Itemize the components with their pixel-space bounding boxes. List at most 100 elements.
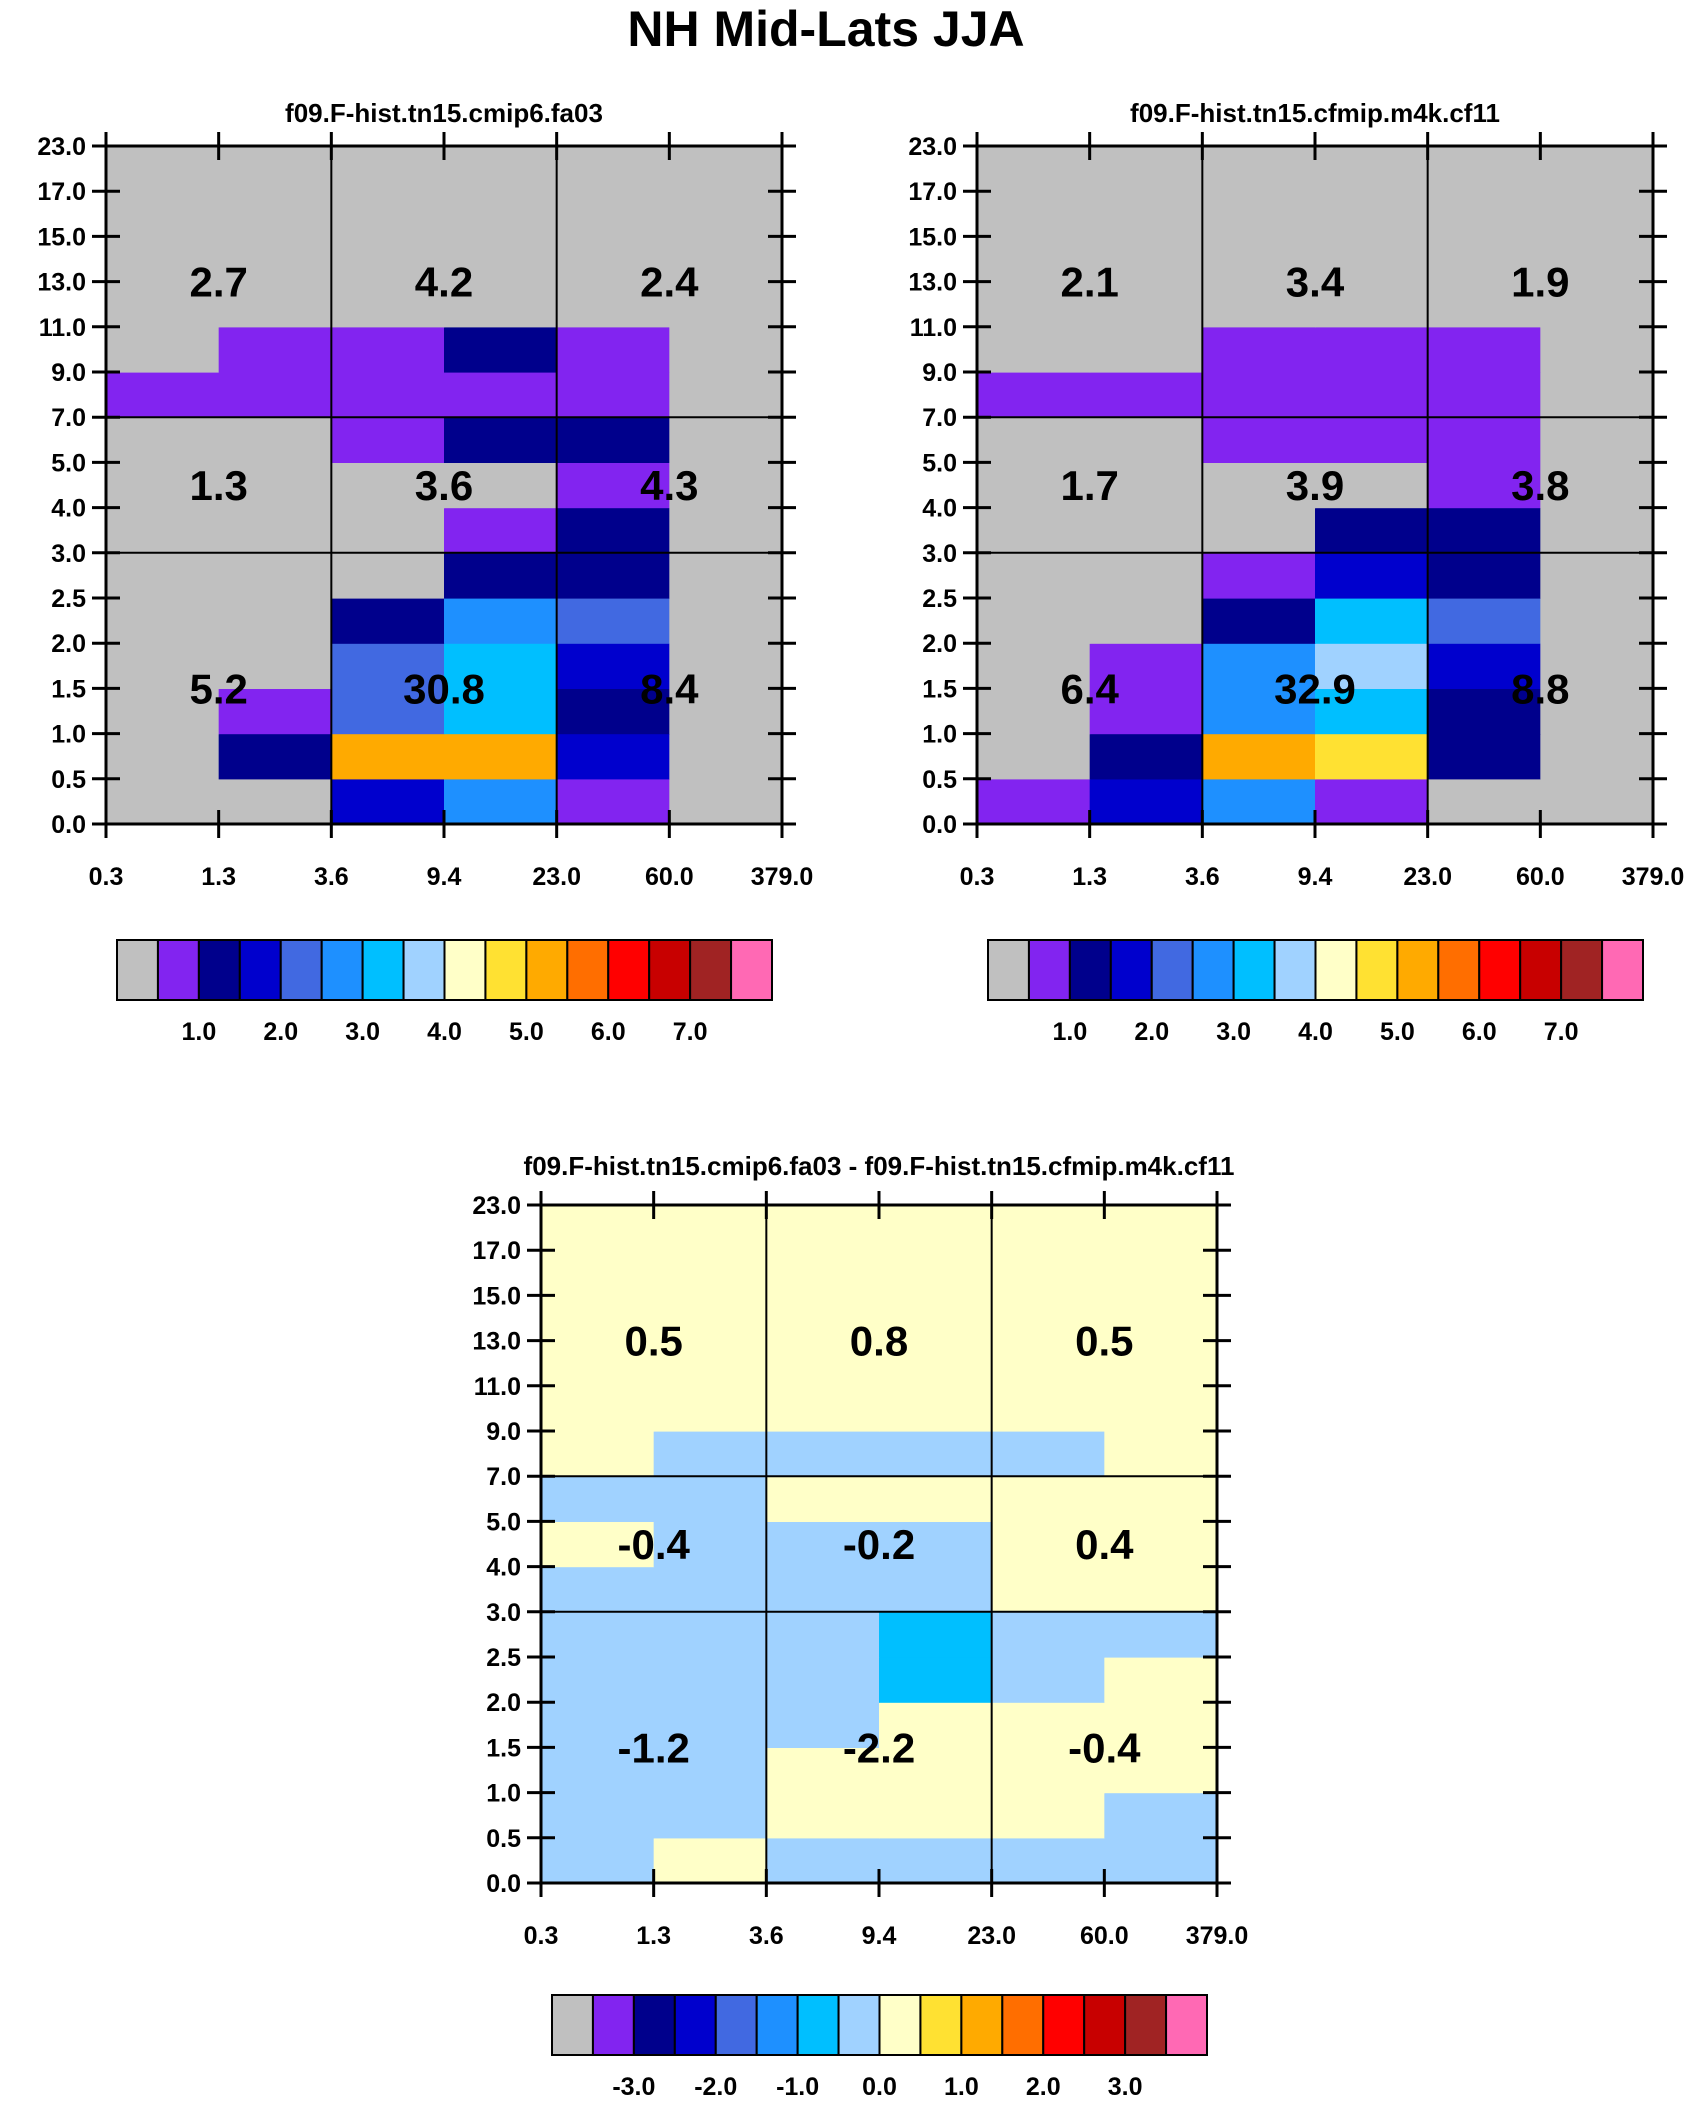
panel-difference: f09.F-hist.tn15.cmip6.fa03 - f09.F-hist.… (472, 1151, 1248, 2101)
heatmap-cell (977, 598, 1091, 644)
y-tick-label: 15.0 (37, 223, 86, 251)
region-total-label: 1.9 (1511, 259, 1569, 306)
heatmap-cell (444, 191, 558, 237)
heatmap-cell (1540, 552, 1654, 599)
y-tick-label: 0.0 (922, 811, 957, 839)
heatmap-cell (331, 326, 445, 373)
heatmap-cell (669, 281, 783, 328)
heatmap-cell (1104, 1702, 1218, 1748)
colorbar-box (402, 939, 446, 1001)
y-tick-label: 9.0 (922, 359, 957, 387)
heatmap-cell (977, 507, 1091, 554)
heatmap-cell (541, 1250, 655, 1296)
x-tick-labels: 0.3 1.3 3.6 9.4 23.0 60.0 379.0 (524, 1922, 1249, 1950)
heatmap-cell (541, 1702, 655, 1748)
heatmap-cell (1540, 598, 1654, 644)
heatmap-cell (766, 1792, 880, 1839)
heatmap-cell (331, 372, 445, 418)
heatmap-cell (669, 326, 783, 373)
panel-title: f09.F-hist.tn15.cmip6.fa03 - f09.F-hist.… (524, 1151, 1235, 1181)
colorbar: 1.0 2.0 3.0 4.0 5.0 6.0 7.0 (987, 939, 1644, 1046)
heatmap-cell (106, 733, 220, 780)
heatmap-cell (1104, 1566, 1218, 1613)
colorbar-box (156, 939, 200, 1001)
heatmap-cell (1104, 1431, 1218, 1477)
heatmap-cell (1202, 372, 1316, 418)
colorbar-tick-label: -1.0 (776, 2073, 819, 2101)
colorbar-box (320, 939, 364, 1001)
heatmap-cell (1104, 1205, 1218, 1251)
x-tick-label: 379.0 (751, 863, 814, 891)
heatmap-cell (1315, 236, 1429, 283)
heatmap-cell (991, 1657, 1105, 1703)
heatmap-cell (1427, 778, 1541, 825)
heatmap-cell (991, 1476, 1105, 1522)
heatmap-cell (653, 1657, 767, 1703)
heatmap-cell (331, 236, 445, 283)
heatmap-cell (218, 417, 332, 463)
y-tick-label: 2.0 (922, 630, 957, 658)
heatmap-cell (218, 191, 332, 237)
heatmap-cell (879, 1476, 993, 1522)
heatmap-cell (106, 236, 220, 283)
heatmap-cell (218, 146, 332, 192)
colorbar-box (1273, 939, 1317, 1001)
heatmap-cell (653, 1476, 767, 1522)
y-tick-label: 2.5 (51, 585, 86, 613)
heatmap-cell (556, 778, 670, 825)
heatmap-cells (977, 146, 1654, 825)
heatmap-cell (218, 507, 332, 554)
colorbar-box (1042, 1994, 1086, 2056)
colorbar-box (1109, 939, 1153, 1001)
colorbar-tick-label: 1.0 (181, 1018, 216, 1046)
heatmap-cell (1315, 733, 1429, 780)
heatmap-cell (991, 1837, 1105, 1884)
heatmap-cell (444, 236, 558, 283)
heatmap-cell (556, 372, 670, 418)
group-separators (106, 146, 782, 824)
colorbar-tick-label: 1.0 (1052, 1018, 1087, 1046)
region-total-label: 8.4 (640, 665, 699, 712)
heatmap-cell (653, 1837, 767, 1884)
heatmap-cell (1427, 462, 1541, 509)
heatmap-cell (653, 1431, 767, 1477)
heatmap-cell (879, 1566, 993, 1613)
heatmap-cell (106, 552, 220, 599)
x-tick-label: 9.4 (862, 1922, 897, 1950)
colorbar-tick-label: -3.0 (612, 2073, 655, 2101)
colorbar-tick-label: 6.0 (591, 1018, 626, 1046)
colorbar-box (1191, 939, 1235, 1001)
heatmap-cell (556, 146, 670, 192)
heatmap-cell (766, 1611, 880, 1658)
heatmap-cell (1104, 1792, 1218, 1839)
heatmap-cell (106, 598, 220, 644)
heatmap-cell (879, 1250, 993, 1296)
heatmap-cell (444, 326, 558, 373)
heatmap-cell (1427, 146, 1541, 192)
region-total-label: 0.4 (1075, 1521, 1134, 1568)
x-tick-label: 23.0 (532, 863, 581, 891)
heatmap-cell (331, 733, 445, 780)
heatmap-cell (1315, 372, 1429, 418)
heatmap-cell (991, 1521, 1105, 1568)
y-tick-label: 4.0 (922, 495, 957, 523)
colorbar-tick-label: 7.0 (1544, 1018, 1579, 1046)
x-tick-label: 3.6 (314, 863, 349, 891)
heatmap-cell (106, 688, 220, 735)
region-total-label: 3.8 (1511, 462, 1569, 509)
x-tick-label: 379.0 (1622, 863, 1685, 891)
heatmap-cell (1315, 462, 1429, 509)
colorbar-tick-label: -2.0 (694, 2073, 737, 2101)
colorbar-box (1165, 1994, 1208, 2056)
heatmap-cell (1202, 778, 1316, 825)
heatmap-cell (977, 146, 1091, 192)
y-tick-label: 9.0 (486, 1418, 521, 1446)
heatmap-cell (1089, 236, 1203, 283)
colorbar-box (607, 939, 651, 1001)
colorbar-tick-label: 2.0 (263, 1018, 298, 1046)
heatmap-cell (331, 146, 445, 192)
heatmap-cell (331, 417, 445, 463)
colorbar-tick-label: 2.0 (1134, 1018, 1169, 1046)
heatmap-cell (669, 372, 783, 418)
region-total-label: 1.7 (1060, 462, 1118, 509)
